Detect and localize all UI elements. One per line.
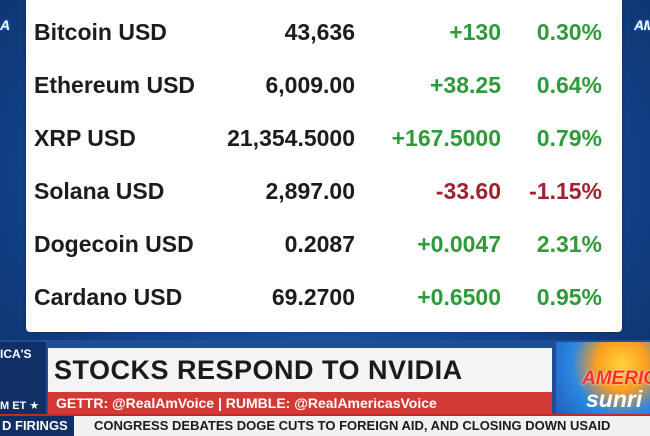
crypto-row: Bitcoin USD 43,636 +130 0.30% — [26, 6, 622, 59]
show-logo: AMERIC sunri — [556, 342, 650, 416]
crypto-name: Solana USD — [34, 178, 165, 204]
right-edge-logo: AM — [634, 18, 650, 33]
crypto-name: Bitcoin USD — [34, 19, 167, 45]
crypto-change: +130 — [449, 19, 501, 45]
crypto-name: XRP USD — [34, 125, 136, 151]
crypto-percent: -1.15% — [529, 178, 602, 204]
headline-box: STOCKS RESPOND TO NVIDIA — [48, 348, 552, 392]
crypto-change: +38.25 — [430, 72, 501, 98]
ticker-text: CONGRESS DEBATES DOGE CUTS TO FOREIGN AI… — [94, 418, 611, 433]
left-edge-logo: A — [0, 18, 10, 33]
crypto-percent: 2.31% — [536, 231, 602, 257]
network-bug: ICA'S M ET ★ — [0, 342, 46, 416]
crypto-row: Dogecoin USD 0.2087 +0.0047 2.31% — [26, 218, 622, 271]
ticker-left-text: D FIRINGS — [0, 416, 74, 436]
crypto-row: Ethereum USD 6,009.00 +38.25 0.64% — [26, 59, 622, 112]
crypto-percent: 0.95% — [536, 284, 602, 310]
crypto-name: Cardano USD — [34, 284, 183, 310]
crypto-name: Dogecoin USD — [34, 231, 194, 257]
crypto-change: -33.60 — [435, 178, 501, 204]
social-handles-bar: GETTR: @RealAmVoice | RUMBLE: @RealAmeri… — [48, 392, 552, 414]
social-handles: GETTR: @RealAmVoice | RUMBLE: @RealAmeri… — [56, 395, 437, 411]
crypto-price: 2,897.00 — [265, 178, 355, 204]
crypto-change: +0.6500 — [417, 284, 501, 310]
lower-third-banner: ICA'S M ET ★ STOCKS RESPOND TO NVIDIA GE… — [0, 334, 650, 434]
network-bug-text: ICA'S — [0, 347, 32, 361]
crypto-price-table: Bitcoin USD 43,636 +130 0.30% Ethereum U… — [26, 0, 622, 332]
crypto-row: Solana USD 2,897.00 -33.60 -1.15% — [26, 165, 622, 218]
show-logo-bottom: sunri — [586, 386, 643, 412]
crypto-row: Cardano USD 69.2700 +0.6500 0.95% — [26, 271, 622, 324]
crypto-price: 0.2087 — [284, 231, 355, 257]
crypto-price: 43,636 — [284, 19, 355, 45]
crypto-price: 69.2700 — [271, 284, 355, 310]
crypto-percent: 0.30% — [536, 19, 602, 45]
headline: STOCKS RESPOND TO NVIDIA — [54, 355, 463, 385]
crypto-name: Ethereum USD — [34, 72, 196, 98]
crypto-price: 6,009.00 — [265, 72, 355, 98]
crypto-change: +167.5000 — [391, 125, 501, 151]
crypto-row: XRP USD 21,354.5000 +167.5000 0.79% — [26, 112, 622, 165]
crypto-price: 21,354.5000 — [227, 125, 355, 151]
crypto-change: +0.0047 — [417, 231, 501, 257]
network-bug-subtext: M ET ★ — [0, 400, 40, 412]
show-logo-top: AMERIC — [582, 368, 650, 389]
news-ticker: D FIRINGS CONGRESS DEBATES DOGE CUTS TO … — [0, 414, 650, 436]
crypto-percent: 0.79% — [536, 125, 602, 151]
crypto-percent: 0.64% — [536, 72, 602, 98]
